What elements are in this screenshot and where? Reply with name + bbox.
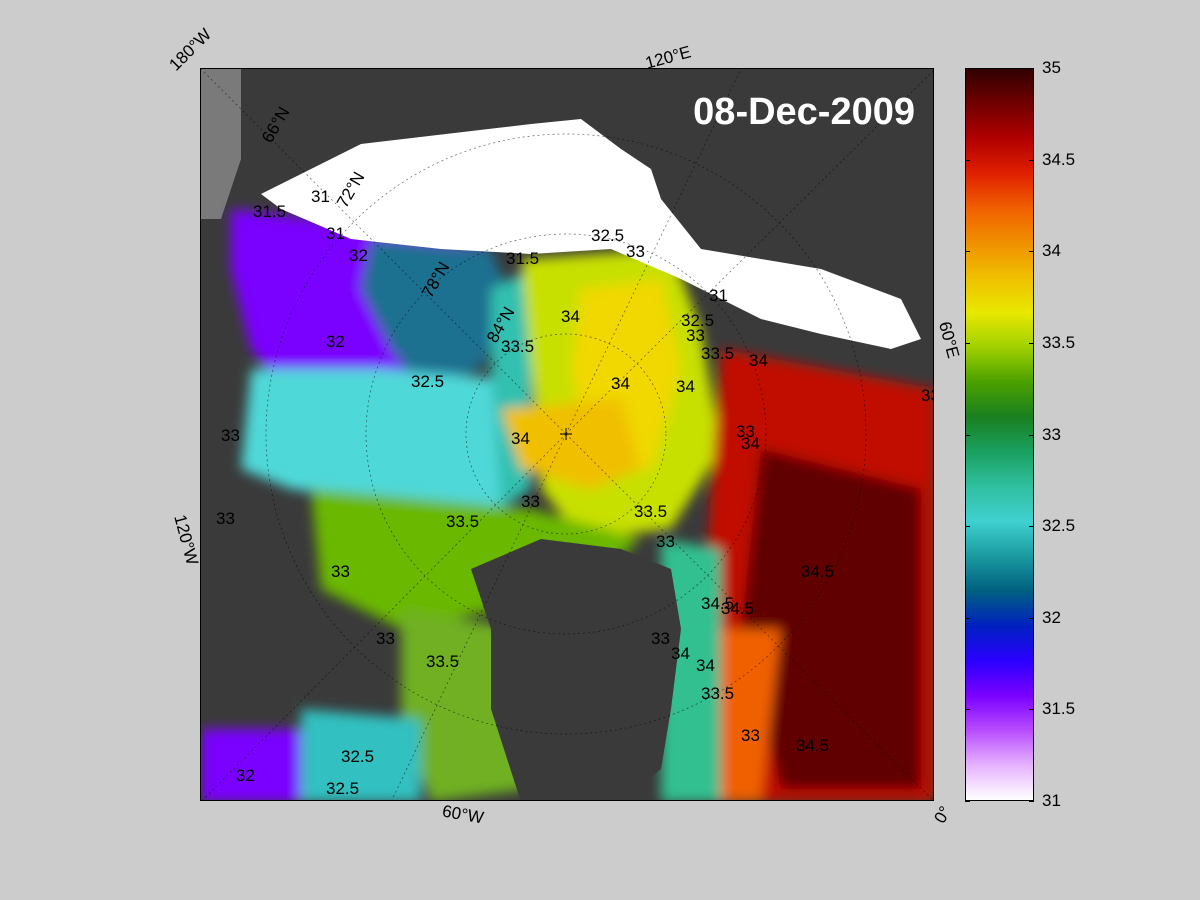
colorbar-tick-label: 35 [1042,58,1061,77]
contour-label: 32.5 [341,747,374,766]
colorbar-tick-mark [965,434,970,436]
contour-label: 34 [676,377,695,396]
colorbar-tick-mark [965,709,970,711]
contour-label: 32.5 [411,372,444,391]
land-patch [201,69,241,219]
lon-label-60w: 60°W [440,801,486,828]
colorbar-tick-label: 32.5 [1042,516,1076,536]
contour-label: 34 [671,644,690,663]
colorbar-tick-mark [1029,251,1034,253]
pole-marker [560,428,572,440]
contour-label: 31 [311,187,330,206]
colorbar-tick-label: 31 [1042,791,1061,810]
contour-label: 32 [236,766,255,785]
contour-label: 33 [741,726,760,745]
contour-label: 34 [749,351,768,370]
contour-label: 33.5 [501,337,534,356]
contour-label: 34.5 [801,562,834,581]
colorbar-tick-mark [1029,709,1034,711]
colorbar-tick-mark [965,251,970,253]
sea-ice [261,119,921,349]
contour-label: 31.5 [506,249,539,268]
contour-label: 33 [626,242,645,261]
contour-label: 34 [696,656,715,675]
contour-label: 33 [216,509,235,528]
contour-label: 32.5 [591,226,624,245]
contour-label: 33.5 [701,344,734,363]
land-greenland [471,539,681,800]
colorbar-tick-mark [965,526,970,528]
contour-label: 34 [561,307,580,326]
colorbar-tick-mark [1029,526,1034,528]
colorbar-tick-mark [965,617,970,619]
colorbar-tick-label: 33.5 [1042,332,1076,352]
contour-label: 33 [521,492,540,511]
salinity-map: 66°N 72°N 78°N 84°N 31.5 31 31 32 31.5 32.5 33 31 3… [200,68,934,801]
colorbar-tick-label: 33 [1042,424,1061,444]
contour-label: 33 [331,562,350,581]
graticule [201,69,933,800]
contour-label: 33.5 [426,652,459,671]
contour-label: 33.5 [446,512,479,531]
colorbar-tick-mark [965,342,970,344]
colorbar-tick-mark [1029,159,1034,161]
contour-label: 33 [736,422,755,441]
contour-label: 31.5 [253,202,286,221]
contour-label: 33.5 [634,502,667,521]
contour-label: 34 [511,429,530,448]
contour-label: 33 [921,386,934,405]
contour-label: 33 [376,629,395,648]
contour-label: 33.5 [701,684,734,703]
contour-label: 34.5 [701,594,734,613]
contour-label: 33 [656,532,675,551]
colorbar-tick-mark [1029,68,1034,69]
contour-label: 31 [326,224,345,243]
colorbar-tick-label: 34.5 [1042,149,1076,169]
colorbar-tick-mark [965,159,970,161]
contour-label: 31 [709,286,728,305]
contour-label: 33 [221,426,240,445]
contour-label: 32 [326,332,345,351]
lon-label-120w: 120°W [170,512,202,568]
colorbar-tick-mark [1029,801,1034,802]
colorbar-tick-label: 31.5 [1042,699,1076,719]
colorbar-tick-mark [1029,342,1034,344]
contour-label: 34 [611,374,630,393]
colorbar [965,68,1034,801]
lon-label-0: 0° [930,802,955,827]
date-label: 08-Dec-2009 [693,91,915,133]
colorbar-tick-mark [965,801,970,802]
colorbar-tick-mark [1029,617,1034,619]
contour-label: 33 [686,326,705,345]
colorbar-tick-mark [965,68,970,69]
colorbar-tick-label: 34 [1042,241,1061,261]
contour-label: 34.5 [721,599,754,618]
colorbar-tick-label: 32 [1042,607,1061,627]
contour-label: 32 [349,246,368,265]
lon-label-60e: 60°E [935,319,963,361]
colorbar-tick-mark [1029,434,1034,436]
contour-label: 34.5 [796,736,829,755]
contour-label: 32.5 [326,779,359,798]
contour-label: 32.5 [681,311,714,330]
contour-label: 33 [651,629,670,648]
contour-label: 34 [741,434,760,453]
